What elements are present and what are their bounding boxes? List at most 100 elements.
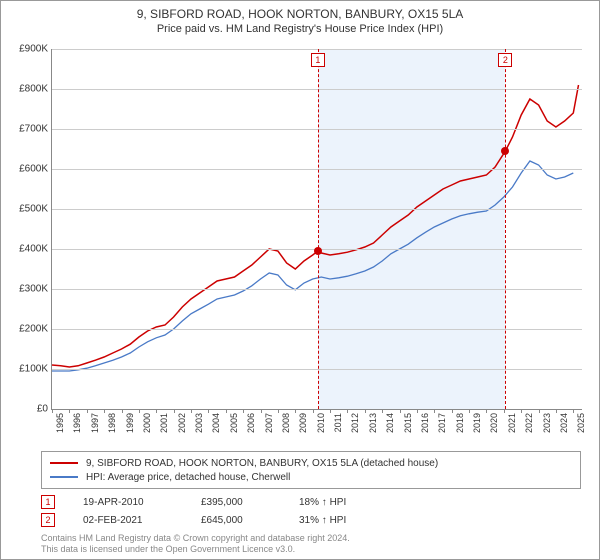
x-tick	[573, 409, 574, 413]
x-axis-label: 2012	[350, 413, 360, 443]
x-tick	[539, 409, 540, 413]
x-tick	[278, 409, 279, 413]
marker-dot-1	[314, 247, 322, 255]
x-axis-label: 2010	[316, 413, 326, 443]
sale-diff-2: 31% ↑ HPI	[299, 515, 379, 526]
x-tick	[347, 409, 348, 413]
chart-container: 9, SIBFORD ROAD, HOOK NORTON, BANBURY, O…	[0, 0, 600, 560]
x-axis-label: 1996	[72, 413, 82, 443]
x-axis-label: 2017	[437, 413, 447, 443]
marker-dot-2	[501, 147, 509, 155]
x-axis-label: 2011	[333, 413, 343, 443]
x-tick	[208, 409, 209, 413]
x-axis-label: 2009	[298, 413, 308, 443]
x-tick	[382, 409, 383, 413]
x-tick	[504, 409, 505, 413]
y-axis-label: £400K	[8, 244, 48, 255]
series-line-hpi	[52, 161, 573, 371]
marker-box-1: 1	[311, 53, 325, 67]
legend-row-property: 9, SIBFORD ROAD, HOOK NORTON, BANBURY, O…	[50, 456, 572, 470]
x-axis-label: 2006	[246, 413, 256, 443]
x-tick	[174, 409, 175, 413]
x-axis-label: 2025	[576, 413, 586, 443]
sale-row-1: 1 19-APR-2010 £395,000 18% ↑ HPI	[41, 493, 581, 511]
x-axis-label: 2022	[524, 413, 534, 443]
x-tick	[243, 409, 244, 413]
x-tick	[226, 409, 227, 413]
x-axis-label: 2003	[194, 413, 204, 443]
sale-row-2: 2 02-FEB-2021 £645,000 31% ↑ HPI	[41, 511, 581, 529]
x-axis-label: 2023	[542, 413, 552, 443]
x-axis-label: 2015	[403, 413, 413, 443]
x-axis-label: 1995	[55, 413, 65, 443]
sale-price-1: £395,000	[201, 497, 271, 508]
y-axis-label: £600K	[8, 164, 48, 175]
marker-line-1	[318, 49, 319, 409]
x-tick	[87, 409, 88, 413]
y-axis-label: £100K	[8, 364, 48, 375]
x-tick	[400, 409, 401, 413]
x-axis-label: 2020	[489, 413, 499, 443]
x-tick	[330, 409, 331, 413]
x-axis-label: 2004	[211, 413, 221, 443]
sale-price-2: £645,000	[201, 515, 271, 526]
y-axis-label: £300K	[8, 284, 48, 295]
sale-date-2: 02-FEB-2021	[83, 515, 173, 526]
footer-line2: This data is licensed under the Open Gov…	[41, 544, 350, 555]
x-tick	[452, 409, 453, 413]
y-axis-label: £200K	[8, 324, 48, 335]
x-axis-label: 2021	[507, 413, 517, 443]
x-tick	[556, 409, 557, 413]
chart-title: 9, SIBFORD ROAD, HOOK NORTON, BANBURY, O…	[1, 7, 599, 21]
x-axis-label: 1997	[90, 413, 100, 443]
x-axis-label: 2013	[368, 413, 378, 443]
x-tick	[365, 409, 366, 413]
x-axis-label: 2019	[472, 413, 482, 443]
y-axis-label: £900K	[8, 44, 48, 55]
y-axis-label: £0	[8, 404, 48, 415]
x-tick	[191, 409, 192, 413]
legend-label-property: 9, SIBFORD ROAD, HOOK NORTON, BANBURY, O…	[86, 458, 438, 469]
sale-marker-2: 2	[41, 513, 55, 527]
x-axis-label: 2008	[281, 413, 291, 443]
marker-box-2: 2	[498, 53, 512, 67]
x-tick	[104, 409, 105, 413]
title-block: 9, SIBFORD ROAD, HOOK NORTON, BANBURY, O…	[1, 1, 599, 35]
x-tick	[313, 409, 314, 413]
x-axis-label: 2002	[177, 413, 187, 443]
legend-swatch-hpi	[50, 476, 78, 478]
x-axis-label: 2016	[420, 413, 430, 443]
sale-date-1: 19-APR-2010	[83, 497, 173, 508]
x-axis-label: 2014	[385, 413, 395, 443]
legend-swatch-property	[50, 462, 78, 464]
x-axis-label: 2018	[455, 413, 465, 443]
chart-subtitle: Price paid vs. HM Land Registry's House …	[1, 23, 599, 35]
legend-label-hpi: HPI: Average price, detached house, Cher…	[86, 472, 290, 483]
y-axis-label: £700K	[8, 124, 48, 135]
x-axis-label: 2024	[559, 413, 569, 443]
x-tick	[521, 409, 522, 413]
marker-line-2	[505, 49, 506, 409]
legend-row-hpi: HPI: Average price, detached house, Cher…	[50, 470, 572, 484]
x-tick	[156, 409, 157, 413]
x-tick	[417, 409, 418, 413]
footer-line1: Contains HM Land Registry data © Crown c…	[41, 533, 350, 544]
series-line-property	[52, 85, 579, 367]
x-axis-label: 1999	[125, 413, 135, 443]
x-axis-label: 1998	[107, 413, 117, 443]
x-tick	[434, 409, 435, 413]
x-axis-label: 2000	[142, 413, 152, 443]
x-tick	[122, 409, 123, 413]
y-axis-label: £500K	[8, 204, 48, 215]
x-tick	[139, 409, 140, 413]
footer-attribution: Contains HM Land Registry data © Crown c…	[41, 533, 350, 555]
x-tick	[52, 409, 53, 413]
legend-box: 9, SIBFORD ROAD, HOOK NORTON, BANBURY, O…	[41, 451, 581, 489]
x-axis-label: 2007	[264, 413, 274, 443]
x-tick	[69, 409, 70, 413]
x-tick	[295, 409, 296, 413]
sales-block: 1 19-APR-2010 £395,000 18% ↑ HPI 2 02-FE…	[41, 493, 581, 529]
x-axis-label: 2001	[159, 413, 169, 443]
x-tick	[261, 409, 262, 413]
chart-plot-area: £0£100K£200K£300K£400K£500K£600K£700K£80…	[51, 49, 582, 410]
